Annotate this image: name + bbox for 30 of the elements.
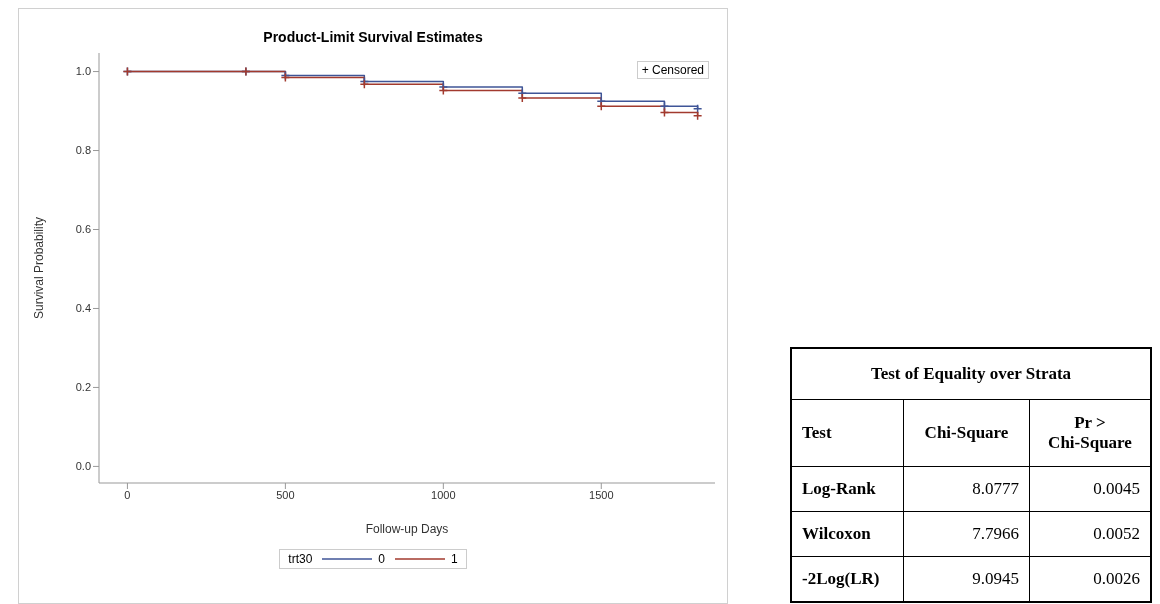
y-tick-label: 0.4 [75, 302, 91, 315]
category-label: Chi-Square [924, 423, 1009, 442]
y-tick-label: 1.0 [75, 65, 91, 78]
text: 9.0945 [972, 569, 1019, 588]
legend-label: 1 [451, 552, 458, 566]
x-tick-label: 500 [276, 488, 295, 501]
text: 0.0045 [1093, 479, 1140, 498]
text: Test of Equality over Strata [791, 348, 1151, 400]
chart-title: Product-Limit Survival Estimates [262, 29, 484, 45]
annotation: + Censored [636, 61, 709, 79]
category-label: Pr > Chi-Square [1048, 413, 1132, 452]
text: 0.0026 [1093, 569, 1140, 588]
x-tick-label: 0 [124, 488, 131, 501]
y-tick-label: 0.6 [75, 223, 91, 236]
x-tick-label: 1000 [431, 488, 456, 501]
y-tick-label: 0.8 [75, 144, 91, 157]
text: Test [791, 399, 904, 467]
text: 8.0777 [972, 479, 1019, 498]
x-tick-label: 1500 [589, 488, 614, 501]
y-tick-label: 0.2 [75, 381, 91, 394]
y-tick-label: 0.0 [75, 460, 91, 473]
legend-label: 0 [378, 552, 385, 566]
category-label: Log-Rank [802, 479, 876, 498]
category-label: Wilcoxon [802, 524, 871, 543]
text: 7.7966 [972, 524, 1019, 543]
y-axis-title: Survival Probability [32, 216, 47, 320]
x-axis-title: Follow-up Days [365, 522, 449, 536]
legend-title: trt30 [288, 552, 313, 566]
category-label: -2Log(LR) [802, 569, 880, 588]
text: 0.0052 [1093, 524, 1140, 543]
